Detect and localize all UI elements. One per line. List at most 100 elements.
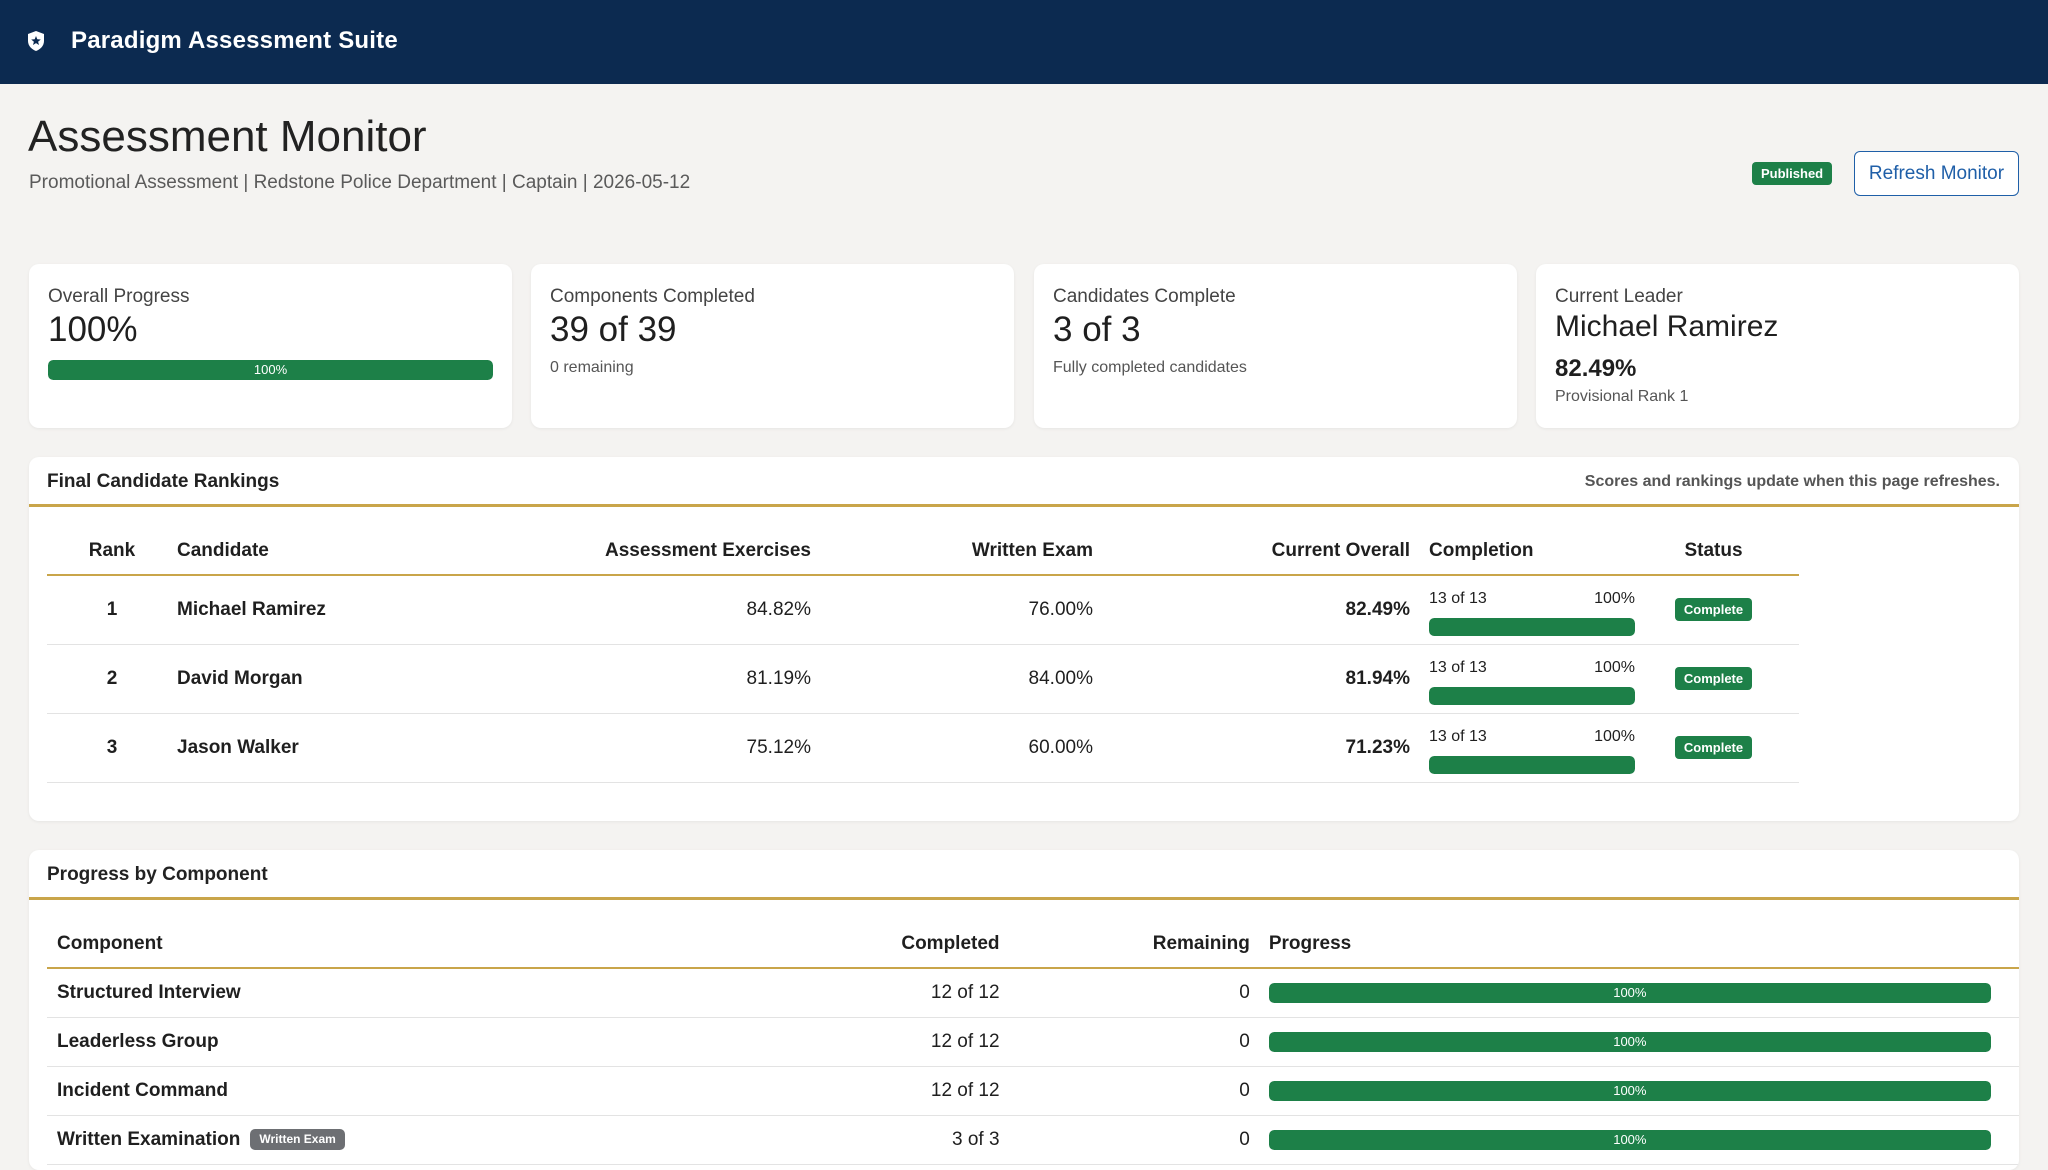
rank-cell: 1 — [47, 575, 177, 645]
page-subtitle: Promotional Assessment | Redstone Police… — [29, 172, 691, 193]
panel-title: Progress by Component — [47, 864, 268, 885]
status-badge: Complete — [1674, 736, 1753, 759]
page-title: Assessment Monitor — [28, 112, 427, 161]
completion-cell: 13 of 13 100% — [1410, 575, 1635, 645]
completion-bar — [1429, 755, 1635, 774]
written-exam-tag: Written Exam — [250, 1128, 345, 1150]
col-component[interactable]: Component — [47, 900, 628, 969]
col-overall[interactable]: Current Overall — [1093, 507, 1410, 576]
col-exercises[interactable]: Assessment Exercises — [477, 507, 811, 576]
col-completion[interactable]: Completion — [1410, 507, 1628, 576]
current-leader-card: Current Leader Michael Ramirez 82.49% Pr… — [1536, 264, 2019, 428]
status-cell: Complete — [1628, 575, 1799, 645]
panel-title: Final Candidate Rankings — [47, 471, 280, 492]
table-row[interactable]: 1 Michael Ramirez 84.82% 76.00% 82.49% 1… — [47, 575, 1799, 645]
table-row[interactable]: Leaderless Group 12 of 12 0 100% — [47, 1017, 2019, 1067]
completion-count: 13 of 13 — [1429, 658, 1487, 676]
completion-fill — [1429, 618, 1635, 636]
completion-bar — [1429, 686, 1635, 705]
overall-score: 71.23% — [1093, 713, 1410, 783]
completion-bar — [1429, 618, 1635, 636]
status-cell: Complete — [1628, 644, 1799, 714]
completion-percent: 100% — [1594, 658, 1635, 676]
table-row[interactable]: 2 David Morgan 81.19% 84.00% 81.94% 13 o… — [47, 644, 1799, 714]
progress-cell: 100% — [1249, 1066, 2019, 1116]
col-completed[interactable]: Completed — [627, 900, 1000, 969]
component-name: Written Examination — [57, 1128, 241, 1150]
completion-fill — [1429, 755, 1635, 774]
panel-header: Final Candidate Rankings Scores and rank… — [29, 457, 2019, 507]
completion-fill — [1429, 686, 1635, 705]
leader-rank-note: Provisional Rank 1 — [1555, 388, 1689, 405]
table-header-row: Component Completed Remaining Progress — [47, 900, 2019, 969]
overall-progress-fill: 100% — [48, 360, 493, 380]
col-status[interactable]: Status — [1628, 507, 1799, 576]
completion-percent: 100% — [1594, 727, 1635, 745]
card-label: Components Completed — [550, 286, 755, 307]
written-score: 60.00% — [811, 713, 1093, 783]
completion-count: 13 of 13 — [1429, 590, 1487, 607]
completed-count: 12 of 12 — [627, 1017, 1000, 1067]
candidates-complete-note: Fully completed candidates — [1053, 359, 1247, 376]
remaining-count: 0 — [999, 1115, 1250, 1165]
overall-score: 81.94% — [1093, 644, 1410, 714]
rank-cell: 2 — [47, 644, 177, 714]
candidates-complete-card: Candidates Complete 3 of 3 Fully complet… — [1034, 264, 1517, 428]
component-name: Structured Interview — [47, 968, 628, 1018]
component-name: Leaderless Group — [47, 1017, 628, 1067]
leader-name: Michael Ramirez — [1555, 310, 1779, 343]
leader-score: 82.49% — [1555, 355, 1637, 382]
exercises-score: 75.12% — [477, 713, 811, 783]
overall-progress-value: 100% — [48, 310, 138, 349]
table-row[interactable]: Structured Interview 12 of 12 0 100% — [47, 968, 2019, 1018]
written-score: 76.00% — [811, 575, 1093, 645]
card-label: Overall Progress — [48, 286, 190, 307]
table-row[interactable]: 3 Jason Walker 75.12% 60.00% 71.23% 13 o… — [47, 713, 1799, 783]
app-title: Paradigm Assessment Suite — [71, 27, 398, 54]
component-progress-table: Component Completed Remaining Progress S… — [47, 900, 2019, 1165]
overall-progress-bar: 100% — [48, 360, 493, 380]
completion-cell: 13 of 13 100% — [1410, 644, 1635, 714]
rankings-table: Rank Candidate Assessment Exercises Writ… — [47, 507, 1799, 783]
completed-count: 12 of 12 — [627, 1066, 1000, 1116]
completion-count: 13 of 13 — [1429, 727, 1487, 745]
table-row[interactable]: Written Examination Written Exam 3 of 3 0… — [47, 1115, 2019, 1165]
component-progress-fill: 100% — [1268, 1129, 1991, 1150]
remaining-count: 0 — [999, 968, 1250, 1018]
progress-cell: 100% — [1249, 1115, 2019, 1165]
col-progress[interactable]: Progress — [1249, 900, 2019, 969]
components-completed-value: 39 of 39 — [550, 310, 677, 349]
shield-icon — [28, 31, 44, 51]
progress-cell: 100% — [1249, 1017, 2019, 1067]
card-label: Current Leader — [1555, 286, 1683, 307]
written-score: 84.00% — [811, 644, 1093, 714]
progress-by-component-panel: Progress by Component Component Complete… — [29, 850, 2019, 1170]
component-progress-bar: 100% — [1268, 1129, 1991, 1150]
completed-count: 3 of 3 — [627, 1115, 1000, 1165]
candidate-name: Michael Ramirez — [177, 575, 477, 645]
col-rank[interactable]: Rank — [47, 507, 177, 576]
refresh-note: Scores and rankings update when this pag… — [1584, 473, 2000, 490]
component-progress-fill: 100% — [1268, 1080, 1991, 1101]
refresh-monitor-button[interactable]: Refresh Monitor — [1854, 151, 2019, 196]
components-remaining-note: 0 remaining — [550, 359, 634, 376]
published-status-badge: Published — [1752, 162, 1833, 185]
status-cell: Complete — [1628, 713, 1799, 783]
col-written[interactable]: Written Exam — [811, 507, 1093, 576]
completed-count: 12 of 12 — [627, 968, 1000, 1018]
col-remaining[interactable]: Remaining — [999, 900, 1250, 969]
component-name-cell: Written Examination Written Exam — [47, 1115, 628, 1165]
col-candidate[interactable]: Candidate — [177, 507, 477, 576]
completion-percent: 100% — [1594, 590, 1635, 607]
table-row[interactable]: Incident Command 12 of 12 0 100% — [47, 1066, 2019, 1116]
panel-header: Progress by Component — [29, 850, 2019, 900]
component-progress-bar: 100% — [1268, 982, 1991, 1003]
component-progress-fill: 100% — [1268, 1031, 1991, 1052]
exercises-score: 84.82% — [477, 575, 811, 645]
component-progress-bar: 100% — [1268, 1031, 1991, 1052]
candidates-complete-value: 3 of 3 — [1053, 310, 1141, 349]
final-rankings-panel: Final Candidate Rankings Scores and rank… — [29, 457, 2019, 821]
candidate-name: David Morgan — [177, 644, 477, 714]
exercises-score: 81.19% — [477, 644, 811, 714]
overall-progress-card: Overall Progress 100% 100% — [29, 264, 512, 428]
